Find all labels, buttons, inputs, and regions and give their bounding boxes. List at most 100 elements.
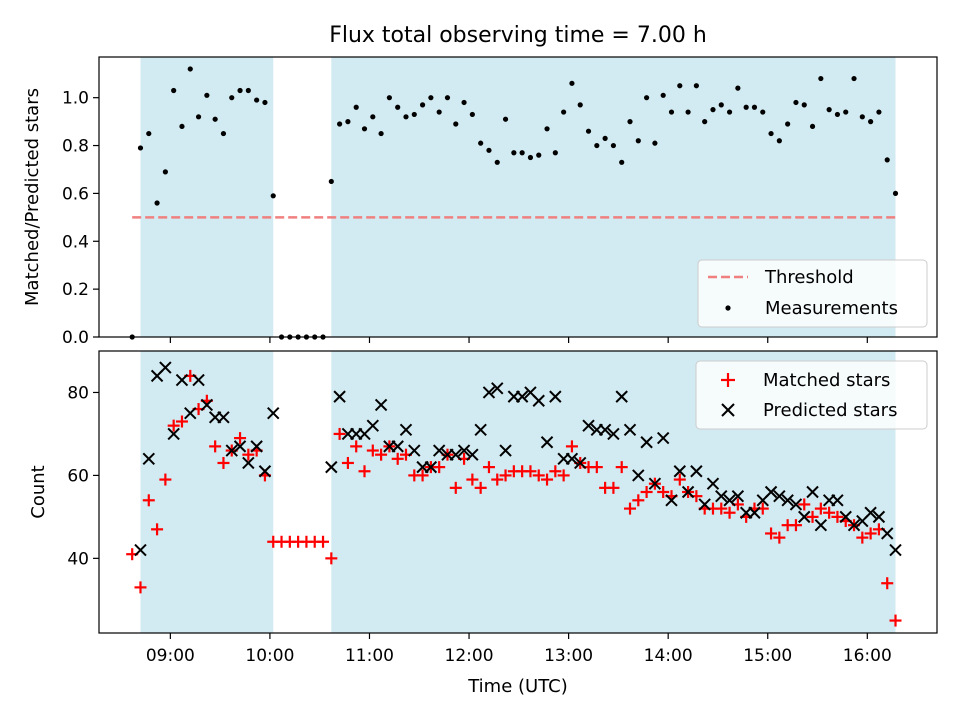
predicted-stars-point: [515, 390, 529, 403]
matched-stars-point: [831, 510, 844, 523]
measurement-point: [801, 102, 807, 108]
measurement-point: [411, 111, 417, 118]
predicted-stars-point: [449, 448, 462, 461]
measurement-point: [478, 140, 484, 146]
measurement-point: [370, 114, 376, 120]
measurement-point: [660, 92, 666, 98]
measurement-point: [237, 87, 243, 94]
matched-stars-point: [673, 473, 686, 486]
top-legend: Threshold Measurements: [697, 259, 928, 328]
matched-stars-point: [565, 440, 578, 453]
matched-stars-point: [358, 465, 371, 478]
predicted-stars-point: [806, 485, 819, 499]
predicted-stars-point: [681, 485, 695, 499]
predicted-stars-point: [250, 440, 263, 453]
predicted-stars-point: [391, 440, 404, 453]
measurement-point: [229, 95, 235, 101]
measurement-point: [569, 80, 575, 86]
measurement-point: [395, 104, 401, 110]
legend-measurements-swatch: [725, 305, 731, 311]
measurement-point: [403, 114, 409, 120]
matched-stars-point: [474, 481, 487, 494]
predicted-stars-point: [325, 460, 338, 474]
measurement-point: [171, 87, 177, 94]
measurement-point: [519, 150, 525, 156]
measurement-point: [353, 104, 359, 110]
measurement-point: [245, 87, 251, 94]
predicted-stars-point: [258, 465, 272, 478]
measurement-point: [760, 109, 766, 115]
matched-stars-point: [823, 506, 836, 519]
bottom-x-tick-label: 10:00: [245, 646, 294, 666]
predicted-stars-point: [466, 448, 479, 461]
matched-stars-point: [773, 531, 786, 544]
measurement-point: [693, 83, 699, 89]
legend-predicted-label: Predicted stars: [763, 400, 897, 421]
measurement-point: [453, 121, 459, 127]
measurement-point: [776, 138, 782, 144]
top-y-tick-label: 0.8: [62, 137, 89, 157]
matched-stars-point: [798, 498, 811, 511]
predicted-stars-point: [167, 427, 180, 441]
measurement-point: [610, 142, 617, 149]
measurement-point: [386, 95, 392, 101]
measurement-point: [137, 145, 144, 151]
matched-stars-point: [607, 481, 620, 494]
predicted-stars-point: [748, 506, 761, 519]
predicted-stars-point: [723, 494, 736, 507]
matched-stars-point: [134, 581, 147, 594]
measurement-point: [635, 138, 641, 144]
measurement-point: [511, 150, 517, 156]
predicted-stars-point: [565, 452, 579, 466]
matched-stars-point: [366, 444, 379, 457]
predicted-stars-point: [474, 423, 487, 437]
matched-stars-point: [789, 519, 802, 532]
measurement-point: [469, 111, 475, 118]
top-y-axis: 0.0 0.2 0.4 0.6 0.8 1.0: [62, 89, 99, 348]
predicted-stars-point: [632, 469, 645, 482]
measurement-point: [876, 109, 882, 115]
predicted-stars-point: [864, 506, 877, 519]
predicted-stars-point: [715, 489, 728, 503]
bottom-shaded-interval: [140, 351, 274, 633]
legend-matched-swatch: [721, 373, 735, 387]
bottom-y-axis: 40 60 80: [67, 383, 99, 569]
measurement-point: [146, 130, 152, 137]
predicted-stars-point: [574, 456, 587, 470]
predicted-stars-point: [540, 436, 554, 449]
matched-stars-point: [889, 614, 902, 627]
matched-stars-point: [864, 527, 877, 540]
top-y-tick-label: 0.0: [62, 328, 89, 348]
measurement-point: [212, 116, 218, 122]
measurement-point: [444, 95, 451, 101]
top-plot-frame: [98, 56, 938, 338]
matched-stars-point: [723, 506, 736, 519]
matched-stars-point: [856, 531, 869, 544]
measurement-point: [486, 147, 492, 153]
matched-stars-point: [209, 440, 222, 453]
matched-stars-point: [433, 461, 446, 474]
predicted-stars-point: [192, 373, 205, 387]
measurement-point: [594, 142, 600, 149]
matched-stars-point: [765, 527, 778, 540]
predicted-stars-point: [814, 518, 828, 532]
measurement-point: [834, 111, 841, 118]
bottom-panel: 40 60 80 09:00 10:00 11:00 12:00 13:00 14:00 15:…: [28, 350, 938, 697]
bottom-legend: Matched stars Predicted stars: [695, 360, 928, 430]
top-data-marks: [129, 66, 899, 340]
measurement-point: [743, 104, 749, 110]
predicted-stars-point: [889, 543, 902, 557]
bottom-y-tick-label: 40: [67, 549, 89, 569]
measurement-point: [818, 75, 824, 82]
legend-predicted-swatch: [721, 403, 735, 417]
predicted-stars-point: [482, 386, 496, 399]
matched-stars-point: [391, 452, 404, 465]
measurement-point: [552, 150, 558, 156]
predicted-stars-point: [731, 489, 745, 503]
matched-stars-point: [624, 502, 637, 515]
bottom-legend-box: [695, 360, 928, 430]
predicted-stars-point: [333, 390, 346, 403]
predicted-stars-point: [872, 510, 886, 524]
matched-stars-point: [341, 456, 354, 469]
predicted-stars-point: [242, 456, 255, 470]
